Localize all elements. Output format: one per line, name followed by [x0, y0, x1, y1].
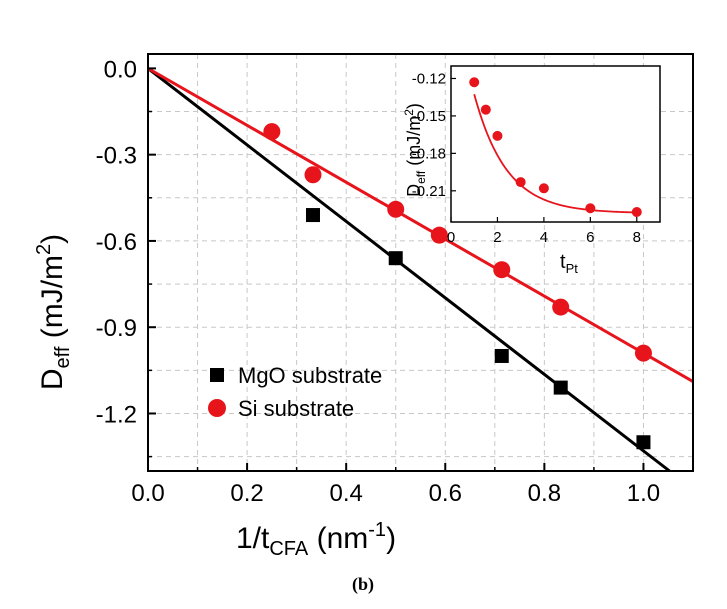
main-y-tick-label: -0.3 [96, 143, 137, 170]
si-data-point [634, 344, 652, 362]
inset-y-axis-label: Deff (mJ/m2) [402, 103, 428, 197]
inset-x-tick-label: 6 [586, 229, 594, 246]
main-x-tick-label: 0.8 [528, 480, 561, 507]
figure-caption: (b) [352, 574, 374, 595]
inset-data-points [469, 77, 642, 218]
inset-y-tick-label: -0.15 [412, 108, 446, 125]
main-x-tick-label: 1.0 [627, 480, 660, 507]
main-legend: MgO substrate Si substrate [208, 363, 382, 421]
inset-x-tick-label: 0 [447, 229, 455, 246]
main-plot-frame [147, 53, 694, 472]
inset-plot-frame [450, 65, 661, 223]
main-y-axis-label: Deff (mJ/m2) [33, 234, 74, 390]
inset-data-point [515, 177, 526, 188]
inset-data-point [469, 77, 480, 88]
si-data-point [304, 166, 322, 184]
main-axis-ticks: 0.0 0.2 0.4 0.6 0.8 1.0 0.0 -0.3 -0.6 -0.9 -1.2 [96, 56, 694, 507]
inset-x-tick-label: 8 [633, 229, 641, 246]
main-x-tick-label: 0.6 [429, 480, 462, 507]
legend-si-label: Si substrate [238, 396, 354, 421]
fit-line-si [147, 67, 694, 383]
fit-line-mgo [147, 67, 671, 473]
inset-data-point [631, 207, 642, 218]
inset-fit-curve-path [473, 93, 637, 214]
main-fit-lines [147, 67, 694, 473]
inset-data-point [480, 104, 491, 115]
main-y-tick-label: -0.9 [96, 315, 137, 342]
main-x-tick-label: 0.4 [329, 480, 362, 507]
si-data-point [552, 298, 570, 316]
main-x-tick-label: 0.0 [131, 480, 164, 507]
si-data-point [430, 226, 448, 244]
inset-chart: 0 2 4 6 8 -0.12 -0.15 -0.18 -0.21 tPt Deff (mJ/m… [402, 65, 661, 276]
inset-x-tick-label: 4 [540, 229, 548, 246]
main-y-tick-label: 0.0 [104, 56, 137, 83]
inset-x-tick-label: 2 [493, 229, 501, 246]
mgo-data-point [494, 348, 509, 363]
mgo-data-point [553, 380, 568, 395]
mgo-data-point [388, 251, 403, 266]
inset-fit-curve [473, 93, 637, 214]
legend-mgo-label: MgO substrate [238, 363, 382, 388]
si-data-point [263, 123, 281, 141]
si-data-point [387, 200, 405, 218]
legend-si-marker [208, 399, 226, 417]
inset-y-tick-label: -0.12 [412, 70, 446, 87]
inset-background [451, 66, 660, 222]
main-x-axis-label: 1/tCFA (nm-1) [236, 519, 396, 560]
inset-y-tick-label: -0.18 [412, 145, 446, 162]
inset-y-tick-label: -0.21 [412, 183, 446, 200]
main-y-tick-label: -0.6 [96, 229, 137, 256]
mgo-data-point [305, 208, 320, 223]
inset-data-point [585, 203, 596, 214]
main-y-tick-label: -1.2 [96, 401, 137, 428]
inset-data-point [538, 183, 549, 194]
mgo-data-point [636, 435, 651, 450]
main-x-tick-label: 0.2 [230, 480, 263, 507]
si-data-point [493, 261, 511, 279]
main-data-points [263, 123, 652, 450]
inset-data-point [492, 130, 503, 141]
inset-x-axis-label: tPt [560, 251, 578, 276]
legend-mgo-marker [210, 368, 224, 382]
inset-axis-ticks: 0 2 4 6 8 -0.12 -0.15 -0.18 -0.21 [412, 70, 641, 246]
